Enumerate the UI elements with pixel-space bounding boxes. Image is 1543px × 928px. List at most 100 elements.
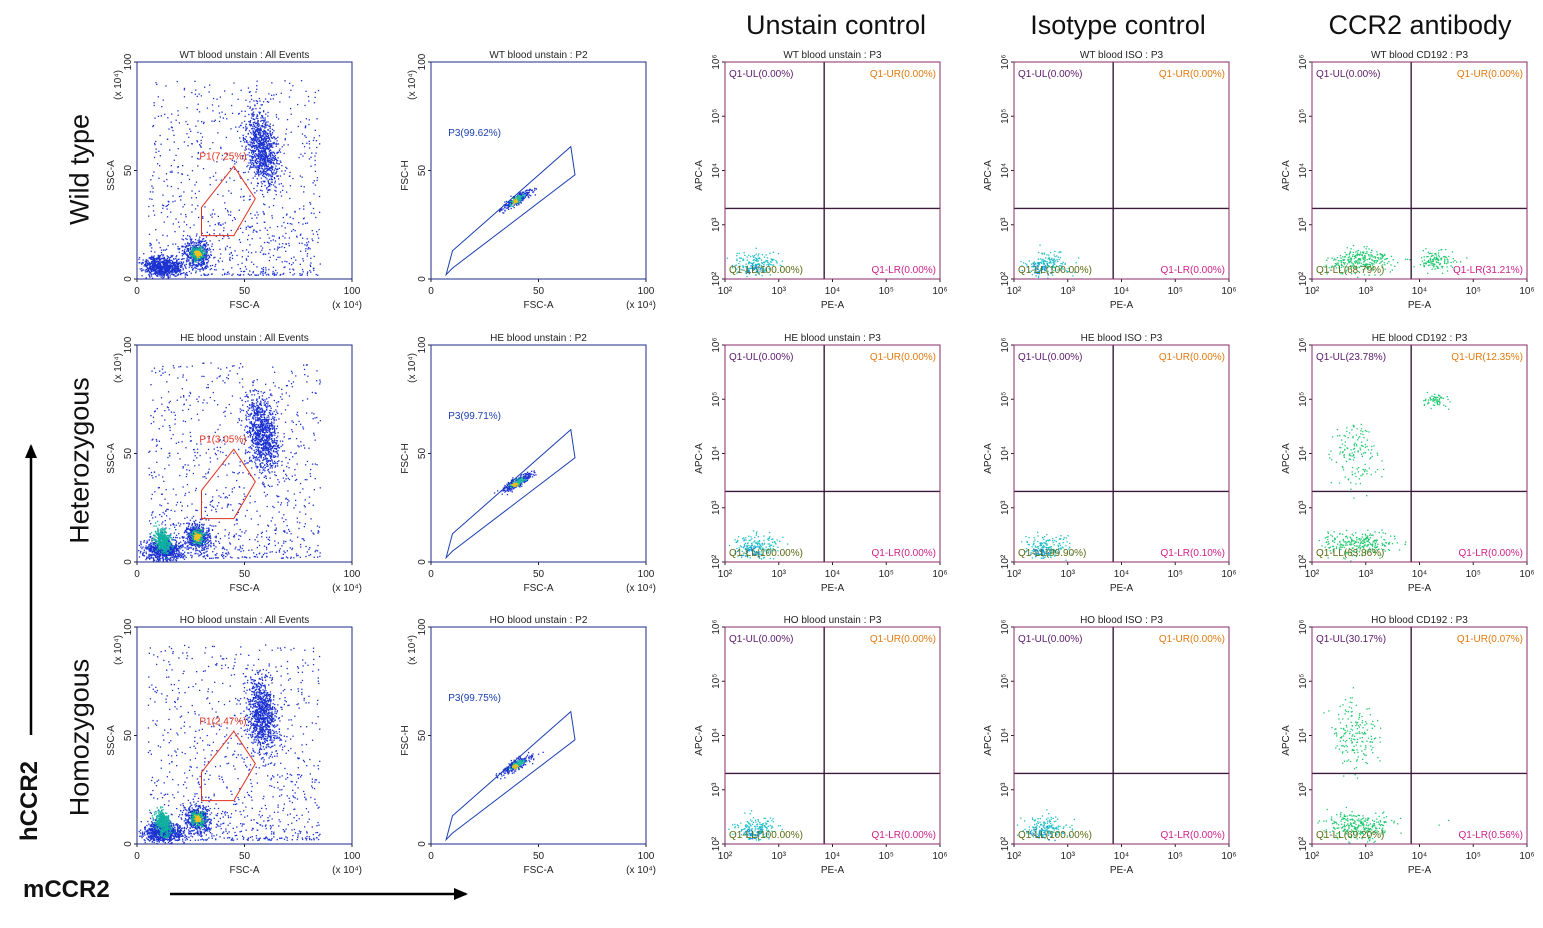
event-dot (262, 139, 264, 141)
event-dot (276, 162, 278, 164)
event-dot (274, 274, 276, 276)
event-dot (273, 198, 275, 200)
event-dot (229, 256, 231, 259)
event-dot (1359, 259, 1361, 261)
event-dot (1034, 272, 1036, 274)
event-dot (159, 134, 161, 137)
event-dot (194, 245, 197, 247)
event-dot (318, 135, 321, 137)
event-dot (156, 266, 158, 268)
event-dot (1434, 268, 1436, 270)
event-dot (262, 134, 265, 136)
event-dot (178, 267, 180, 269)
event-dot (1339, 260, 1341, 262)
event-dot (153, 259, 155, 261)
event-dot (165, 271, 167, 273)
event-dot (201, 121, 203, 123)
event-dot (1443, 256, 1445, 258)
event-dot (148, 451, 150, 453)
event-dot (181, 238, 183, 240)
event-dot (297, 103, 299, 106)
y-tick-label: 50 (417, 165, 428, 177)
event-dot (267, 484, 269, 486)
event-dot (160, 505, 163, 507)
event-dot (1366, 259, 1368, 261)
event-dot (265, 269, 267, 271)
event-dot (277, 246, 279, 248)
event-dot (265, 134, 267, 137)
event-dot (282, 185, 284, 187)
event-dot (264, 180, 266, 182)
event-dot (1354, 262, 1356, 264)
event-dot (258, 147, 260, 149)
event-dot (264, 117, 266, 119)
event-dot (203, 244, 206, 246)
event-dot (154, 258, 157, 260)
event-dot (162, 273, 164, 275)
event-dot (149, 263, 151, 265)
event-dot (515, 197, 517, 199)
event-dot (1032, 266, 1035, 268)
quadrant-ll-label: Q1-LL(100.00%) (729, 265, 803, 276)
event-dot (261, 147, 264, 149)
event-dot (1052, 262, 1054, 264)
event-dot (256, 115, 258, 118)
event-dot (518, 195, 520, 197)
event-dot (180, 273, 182, 275)
event-dot (242, 139, 245, 141)
event-dot (257, 172, 259, 174)
x-axis-title: FSC-A (230, 583, 260, 594)
event-dot (302, 428, 305, 430)
event-dot (268, 138, 271, 141)
event-dot (151, 267, 153, 270)
event-dot (158, 258, 161, 261)
event-dot (264, 156, 266, 158)
event-dot (256, 167, 258, 169)
event-dot (281, 225, 283, 227)
event-dot (317, 530, 319, 532)
event-dot (1454, 259, 1456, 262)
event-dot (256, 166, 258, 168)
event-dot (268, 252, 270, 255)
event-dot (201, 136, 204, 138)
event-dot (261, 160, 263, 162)
event-dot (306, 398, 309, 400)
event-dot (162, 277, 164, 279)
event-dot (181, 258, 184, 260)
event-dot (206, 258, 208, 261)
event-dot (173, 267, 175, 269)
event-dot (186, 257, 188, 259)
event-dot (267, 148, 270, 150)
event-dot (251, 261, 253, 263)
event-dot (288, 467, 290, 469)
event-dot (204, 86, 206, 88)
event-dot (191, 256, 193, 258)
event-dot (179, 458, 181, 460)
event-dot (1347, 256, 1349, 259)
event-dot (155, 151, 157, 153)
event-dot (252, 143, 254, 145)
event-dot (302, 271, 304, 273)
event-dot (162, 263, 164, 266)
event-dot (773, 258, 775, 261)
event-dot (225, 407, 227, 409)
event-dot (735, 264, 737, 266)
event-dot (262, 133, 265, 135)
event-dot (262, 134, 264, 137)
event-dot (302, 218, 305, 220)
event-dot (212, 249, 214, 251)
event-dot (191, 190, 193, 192)
event-dot (169, 149, 171, 151)
event-dot (268, 189, 270, 191)
event-dot (1037, 262, 1039, 264)
event-dot (747, 267, 749, 270)
event-dot (263, 163, 266, 165)
event-dot (1376, 253, 1379, 255)
event-dot (1352, 254, 1354, 256)
event-dot (190, 243, 192, 245)
event-dot (161, 262, 163, 264)
event-dot (152, 187, 154, 189)
event-dot (171, 127, 173, 129)
event-dot (191, 92, 193, 94)
